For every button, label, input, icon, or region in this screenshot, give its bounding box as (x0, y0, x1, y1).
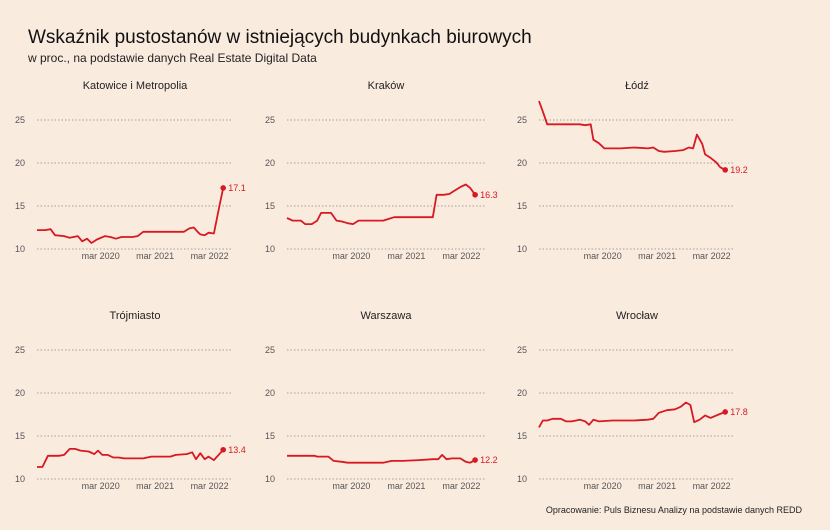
end-value-label: 19.2 (730, 165, 748, 175)
y-tick-label: 15 (265, 431, 275, 441)
y-tick-label: 25 (265, 345, 275, 355)
series-line (287, 454, 476, 464)
panel-title: Katowice i Metropolia (83, 80, 188, 92)
x-tick-label: mar 2021 (638, 481, 676, 491)
panel-6: Wrocław 10 15 20 25 mar 2020 mar 2021 mar 2022 1… (517, 310, 748, 491)
y-tick-label: 10 (265, 244, 275, 254)
x-tick-label: mar 2020 (584, 251, 622, 261)
y-tick-label: 25 (265, 115, 275, 125)
panel-title: Wrocław (616, 310, 658, 322)
end-point (722, 167, 728, 173)
y-tick-label: 10 (15, 474, 25, 484)
series-line (538, 401, 726, 428)
end-point (722, 409, 728, 415)
x-tick-label: mar 2020 (82, 251, 120, 261)
series-line (538, 100, 726, 171)
end-value-label: 16.3 (480, 190, 498, 200)
end-value-label: 12.2 (480, 455, 498, 465)
panel-title: Kraków (368, 80, 405, 92)
x-tick-label: mar 2021 (638, 251, 676, 261)
x-tick-label: mar 2021 (136, 481, 174, 491)
series-line (37, 448, 224, 468)
end-value-label: 17.8 (730, 407, 748, 417)
panel-3: Łódź 10 15 20 25 mar 2020 mar 2021 mar 2022 19.2 (517, 80, 748, 261)
y-tick-label: 15 (265, 201, 275, 211)
y-tick-label: 20 (265, 388, 275, 398)
x-tick-label: mar 2022 (442, 481, 480, 491)
y-tick-label: 25 (517, 345, 527, 355)
x-tick-label: mar 2022 (442, 251, 480, 261)
panel-title: Trójmiasto (110, 310, 161, 322)
y-tick-label: 15 (15, 201, 25, 211)
panel-1: Katowice i Metropolia 10 15 20 25 mar 2020 mar… (15, 80, 246, 261)
end-point (472, 192, 478, 198)
y-tick-label: 25 (15, 345, 25, 355)
x-tick-label: mar 2022 (693, 251, 731, 261)
series-line (37, 187, 225, 244)
y-tick-label: 20 (517, 158, 527, 168)
y-tick-label: 25 (15, 115, 25, 125)
y-tick-label: 25 (517, 115, 527, 125)
y-tick-label: 20 (517, 388, 527, 398)
end-point (220, 446, 226, 453)
y-tick-label: 10 (15, 244, 25, 254)
panel-4: Trójmiasto 10 15 20 25 mar 2020 mar 2021 mar 20… (15, 310, 246, 491)
x-tick-label: mar 2020 (82, 481, 120, 491)
x-tick-label: mar 2021 (387, 251, 425, 261)
y-tick-label: 20 (15, 158, 25, 168)
panel-5: Warszawa 10 15 20 25 mar 2020 mar 2021 mar 2022… (265, 310, 498, 491)
y-tick-label: 15 (517, 431, 527, 441)
x-tick-label: mar 2021 (387, 481, 425, 491)
y-tick-label: 20 (15, 388, 25, 398)
panel-title: Warszawa (361, 310, 413, 322)
end-point (472, 457, 478, 463)
chart-title: Wskaźnik pustostanów w istniejących budy… (28, 27, 532, 48)
y-tick-label: 10 (265, 474, 275, 484)
end-point (220, 185, 226, 191)
x-tick-label: mar 2020 (332, 481, 370, 491)
panel-title: Łódź (625, 80, 649, 92)
x-tick-label: mar 2021 (136, 251, 174, 261)
x-tick-label: mar 2022 (191, 481, 229, 491)
x-tick-label: mar 2022 (191, 251, 229, 261)
series-line (286, 183, 476, 225)
chart-subtitle: w proc., na podstawie danych Real Estate… (28, 51, 317, 65)
source-footer: Opracowanie: Puls Biznesu Analizy na pod… (545, 505, 802, 515)
x-tick-label: mar 2022 (693, 481, 731, 491)
x-tick-label: mar 2020 (584, 481, 622, 491)
panel-2: Kraków 10 15 20 25 mar 2020 mar 2021 mar 2022 16… (265, 80, 498, 261)
y-tick-label: 15 (517, 201, 527, 211)
end-value-label: 13.4 (228, 445, 246, 455)
end-value-label: 17.1 (228, 183, 246, 193)
y-tick-label: 10 (517, 474, 527, 484)
y-tick-label: 10 (517, 244, 527, 254)
y-tick-label: 20 (265, 158, 275, 168)
x-tick-label: mar 2020 (332, 251, 370, 261)
y-tick-label: 15 (15, 431, 25, 441)
